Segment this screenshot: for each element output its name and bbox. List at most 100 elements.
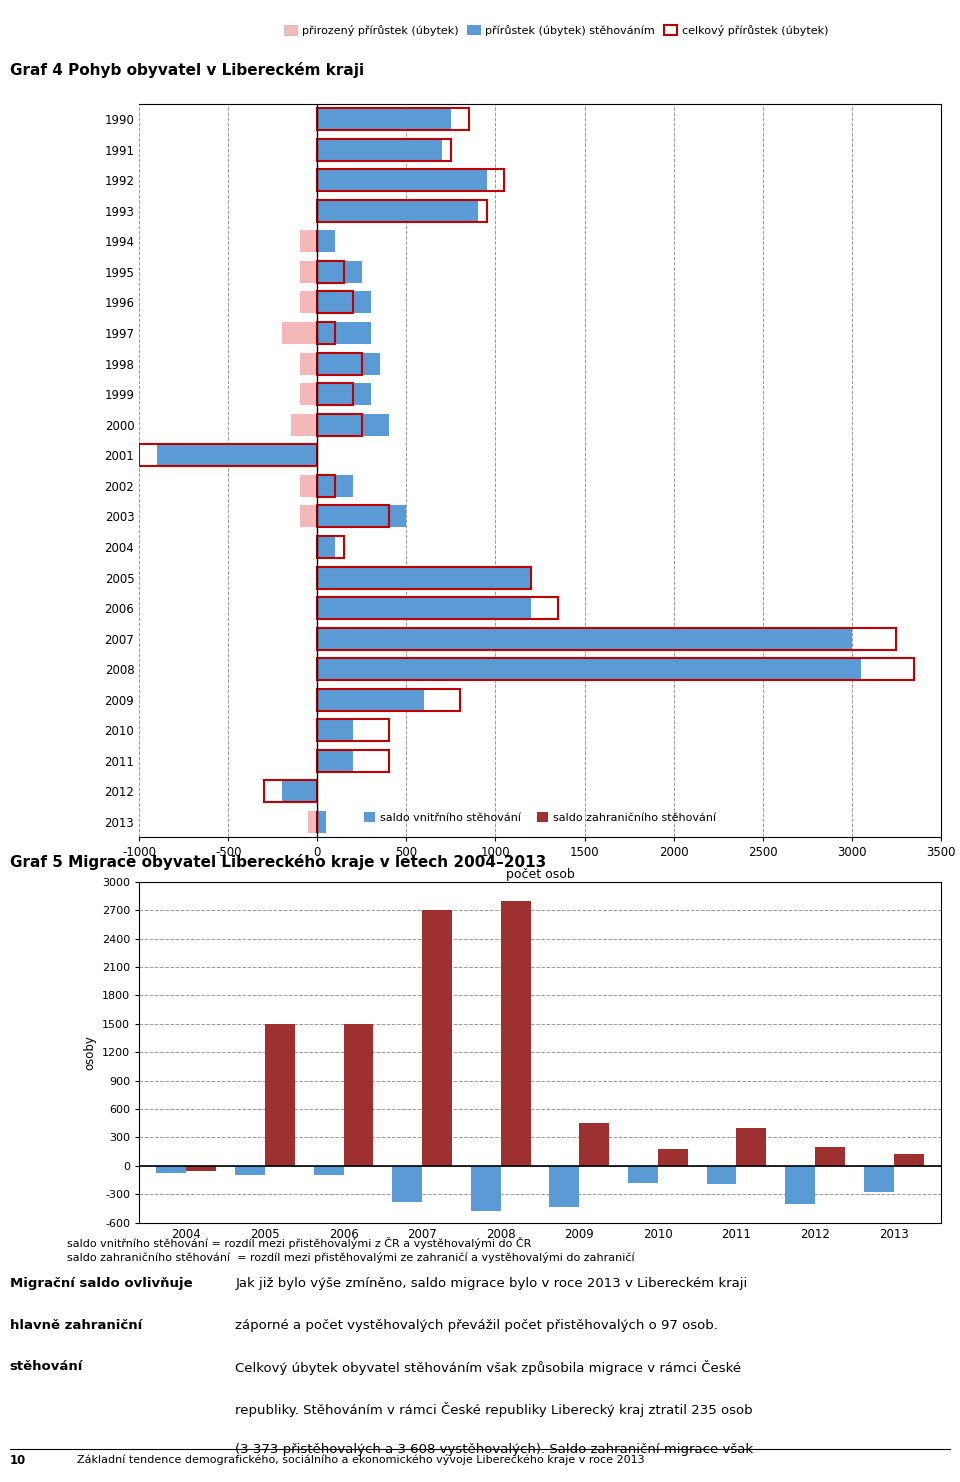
- Bar: [300, 292, 318, 313]
- Bar: [318, 505, 389, 528]
- Text: 10: 10: [10, 1454, 26, 1467]
- Bar: [318, 597, 558, 619]
- Text: hlavně zahraniční: hlavně zahraniční: [10, 1319, 142, 1332]
- Text: Migrační saldo ovlivňuje: Migrační saldo ovlivňuje: [10, 1277, 192, 1291]
- Bar: [894, 1153, 924, 1166]
- Bar: [393, 1166, 422, 1202]
- Text: Základní tendence demografického, sociálního a ekonomického vývoje Libereckého k: Základní tendence demografického, sociál…: [77, 1454, 644, 1464]
- Bar: [300, 505, 318, 528]
- Bar: [318, 750, 389, 772]
- Legend: přirozený přírůstek (úbytek), přírůstek (úbytek) stěhováním, celkový přírůstek (: přirozený přírůstek (úbytek), přírůstek …: [284, 25, 828, 36]
- Bar: [318, 597, 531, 619]
- Bar: [318, 108, 468, 130]
- Bar: [156, 1166, 186, 1174]
- Bar: [318, 353, 379, 375]
- Text: Graf 4 Pohyb obyvatel v Libereckém kraji: Graf 4 Pohyb obyvatel v Libereckém kraji: [10, 62, 364, 79]
- Bar: [318, 413, 362, 436]
- Bar: [318, 658, 860, 680]
- Bar: [318, 139, 326, 160]
- Bar: [470, 1166, 501, 1211]
- Bar: [318, 292, 353, 313]
- Bar: [318, 750, 353, 772]
- Text: (3 373 přistěhovalých a 3 608 vystěhovalých). Saldo zahraniční migrace však: (3 373 přistěhovalých a 3 608 vystěhoval…: [235, 1443, 754, 1457]
- Bar: [318, 658, 914, 680]
- Bar: [864, 1166, 894, 1193]
- Bar: [139, 445, 318, 467]
- Bar: [318, 689, 362, 711]
- Text: stěhování: stěhování: [10, 1360, 83, 1374]
- Text: republiky. Stěhováním v rámci České republiky Liberecký kraj ztratil 235 osob: republiky. Stěhováním v rámci České repu…: [235, 1402, 753, 1417]
- Text: Celkový úbytek obyvatel stěhováním však způsobila migrace v rámci České: Celkový úbytek obyvatel stěhováním však …: [235, 1360, 741, 1375]
- Bar: [318, 566, 531, 588]
- Bar: [264, 781, 318, 802]
- Bar: [628, 1166, 658, 1183]
- Bar: [318, 139, 451, 160]
- Y-axis label: osoby: osoby: [84, 1034, 96, 1070]
- Bar: [318, 474, 353, 496]
- Bar: [318, 353, 362, 375]
- Bar: [318, 811, 326, 833]
- Bar: [308, 811, 318, 833]
- Bar: [281, 781, 318, 802]
- Bar: [318, 505, 406, 528]
- Bar: [318, 200, 487, 222]
- Bar: [318, 384, 353, 405]
- Bar: [422, 910, 452, 1166]
- Bar: [300, 261, 318, 283]
- Bar: [314, 1166, 344, 1175]
- Bar: [300, 353, 318, 375]
- Bar: [318, 474, 335, 496]
- Bar: [300, 474, 318, 496]
- Legend: saldo vnitřního stěhování, saldo zahraničního stěhování: saldo vnitřního stěhování, saldo zahrani…: [364, 812, 716, 823]
- Bar: [318, 384, 371, 405]
- Bar: [318, 230, 335, 252]
- Bar: [658, 1149, 687, 1166]
- Bar: [318, 750, 344, 772]
- Bar: [291, 413, 318, 436]
- Bar: [318, 628, 362, 649]
- Bar: [318, 566, 531, 588]
- Bar: [318, 628, 897, 649]
- Bar: [318, 719, 353, 741]
- Text: Graf 5 Migrace obyvatel Libereckého kraje v letech 2004–2013: Graf 5 Migrace obyvatel Libereckého kraj…: [10, 854, 546, 870]
- Bar: [300, 230, 318, 252]
- Bar: [318, 200, 478, 222]
- Bar: [318, 322, 371, 344]
- Bar: [318, 536, 335, 557]
- Bar: [707, 1166, 736, 1184]
- Bar: [318, 719, 353, 741]
- X-axis label: počet osob: počet osob: [506, 867, 574, 880]
- Bar: [318, 169, 335, 191]
- Text: saldo vnitřního stěhování = rozdíl mezi přistěhovalými z ČR a vystěhovalými do Č: saldo vnitřního stěhování = rozdíl mezi …: [67, 1237, 532, 1249]
- Bar: [318, 413, 389, 436]
- Bar: [318, 658, 371, 680]
- Text: saldo zahraničního stěhování  = rozdíl mezi přistěhovalými ze zahraničí a vystěh: saldo zahraničního stěhování = rozdíl me…: [67, 1252, 635, 1263]
- Bar: [318, 139, 442, 160]
- Text: Jak již bylo výše zmíněno, saldo migrace bylo v roce 2013 v Libereckém kraji: Jak již bylo výše zmíněno, saldo migrace…: [235, 1277, 748, 1291]
- Bar: [815, 1147, 845, 1166]
- Bar: [318, 108, 335, 130]
- Bar: [318, 292, 371, 313]
- Bar: [579, 1123, 610, 1166]
- Bar: [344, 1024, 373, 1166]
- Bar: [318, 689, 424, 711]
- Bar: [318, 322, 335, 344]
- Bar: [157, 445, 318, 467]
- Bar: [501, 901, 531, 1166]
- Bar: [318, 169, 504, 191]
- Bar: [318, 719, 389, 741]
- Bar: [235, 1166, 265, 1175]
- Bar: [785, 1166, 815, 1203]
- Bar: [318, 597, 344, 619]
- Bar: [265, 1024, 295, 1166]
- Bar: [300, 781, 318, 802]
- Bar: [281, 322, 318, 344]
- Bar: [318, 536, 344, 557]
- Bar: [318, 536, 326, 557]
- Text: záporné a počet vystěhovalých převážil počet přistěhovalých o 97 osob.: záporné a počet vystěhovalých převážil p…: [235, 1319, 718, 1332]
- Bar: [318, 689, 460, 711]
- Bar: [318, 200, 326, 222]
- Bar: [318, 261, 362, 283]
- Bar: [318, 169, 487, 191]
- Bar: [300, 384, 318, 405]
